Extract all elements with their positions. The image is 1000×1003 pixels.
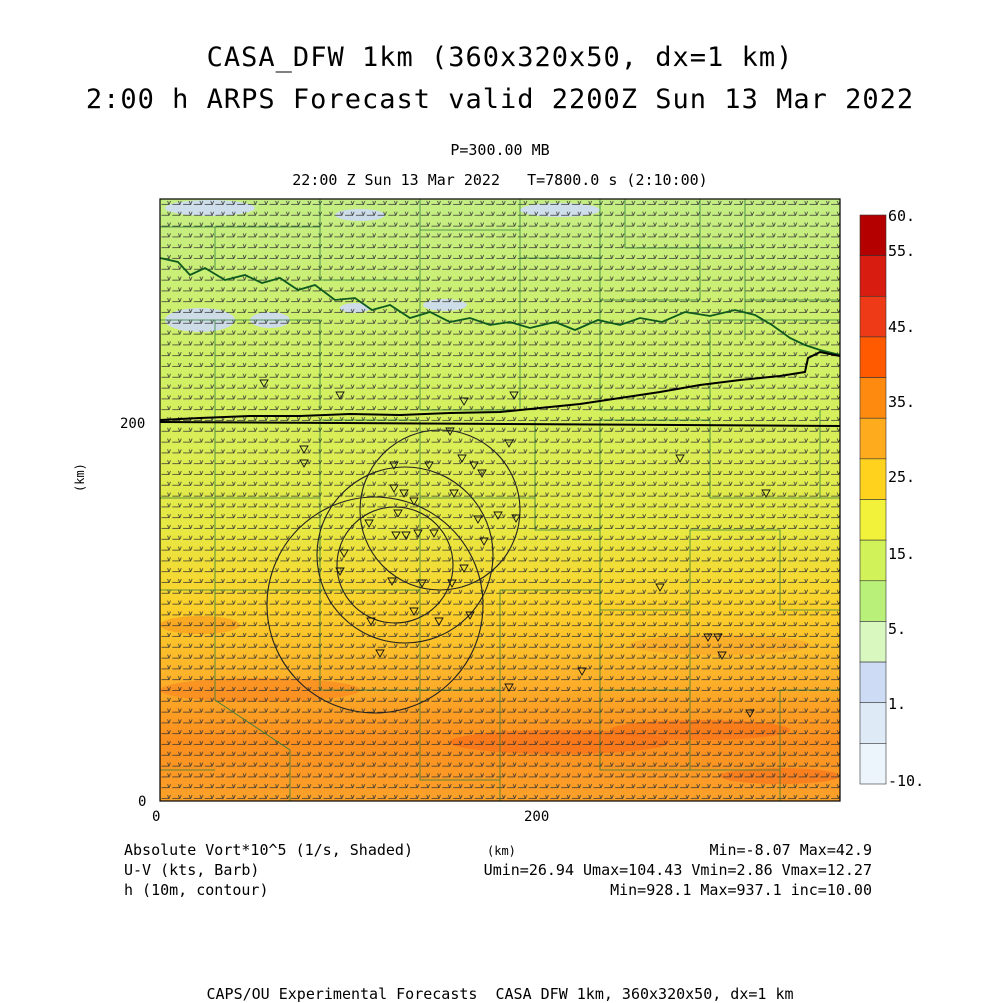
- colorbar-swatch: [859, 702, 887, 744]
- legend-barb: U-V (kts, Barb): [124, 861, 260, 879]
- colorbar-swatch: [859, 295, 887, 338]
- legend-contour: h (10m, contour): [124, 881, 269, 899]
- colorbar-label: 15.: [888, 545, 916, 563]
- legend-barb-stats: Umin=26.94 Umax=104.43 Vmin=2.86 Vmax=12…: [483, 861, 872, 879]
- county-boundaries: [160, 199, 840, 801]
- colorbar-swatch: [859, 377, 887, 419]
- colorbar-label: 55.: [888, 242, 916, 260]
- colorbar-label: 35.: [888, 393, 916, 411]
- colorbar-swatch: [859, 214, 887, 256]
- colorbar-swatch: [859, 417, 887, 460]
- colorbar-swatch: [859, 743, 887, 785]
- legend-shaded-stats: Min=-8.07 Max=42.9: [709, 841, 872, 859]
- y-tick-200: 200: [120, 416, 146, 432]
- colorbar-label: 60.: [888, 207, 916, 225]
- colorbar: [859, 214, 887, 785]
- colorbar-label: 1.: [888, 695, 907, 713]
- plot-subtitle-forecast: 2:00 h ARPS Forecast valid 2200Z Sun 13 …: [85, 84, 915, 115]
- river-boundary: [159, 257, 841, 356]
- colorbar-swatch: [859, 499, 887, 541]
- station-markers: [259, 379, 771, 718]
- colorbar-swatch: [859, 661, 887, 704]
- x-axis-unit: (km): [487, 844, 516, 858]
- valid-time: 22:00 Z Sun 13 Mar 2022 T=7800.0 s (2:10…: [292, 171, 708, 189]
- colorbar-swatch: [859, 255, 887, 297]
- colorbar-swatch: [859, 458, 887, 500]
- colorbar-label: 5.: [888, 620, 907, 638]
- x-tick-200: 200: [524, 809, 550, 825]
- colorbar-label: 25.: [888, 468, 916, 486]
- y-tick-0: 0: [138, 794, 147, 810]
- legend-shaded: Absolute Vort*10^5 (1/s, Shaded): [124, 841, 413, 859]
- radar-range-rings: [266, 429, 521, 714]
- plot-title: CASA_DFW 1km (360x320x50, dx=1 km): [206, 42, 794, 73]
- pressure-level: P=300.00 MB: [450, 141, 550, 159]
- footer-credit: CAPS/OU Experimental Forecasts CASA DFW …: [206, 985, 794, 1003]
- colorbar-label: -10.: [888, 772, 925, 790]
- x-tick-0: 0: [152, 809, 161, 825]
- colorbar-swatch: [859, 336, 887, 378]
- colorbar-swatch: [859, 580, 887, 622]
- plot-area: [159, 198, 841, 802]
- height-contour-930: [159, 350, 841, 427]
- legend-contour-stats: Min=928.1 Max=937.1 inc=10.00: [610, 881, 872, 899]
- colorbar-swatch: [859, 621, 887, 663]
- colorbar-label: 45.: [888, 318, 916, 336]
- y-axis-unit: (km): [73, 463, 87, 492]
- colorbar-swatch: [859, 539, 887, 582]
- plot-frame: [159, 198, 841, 802]
